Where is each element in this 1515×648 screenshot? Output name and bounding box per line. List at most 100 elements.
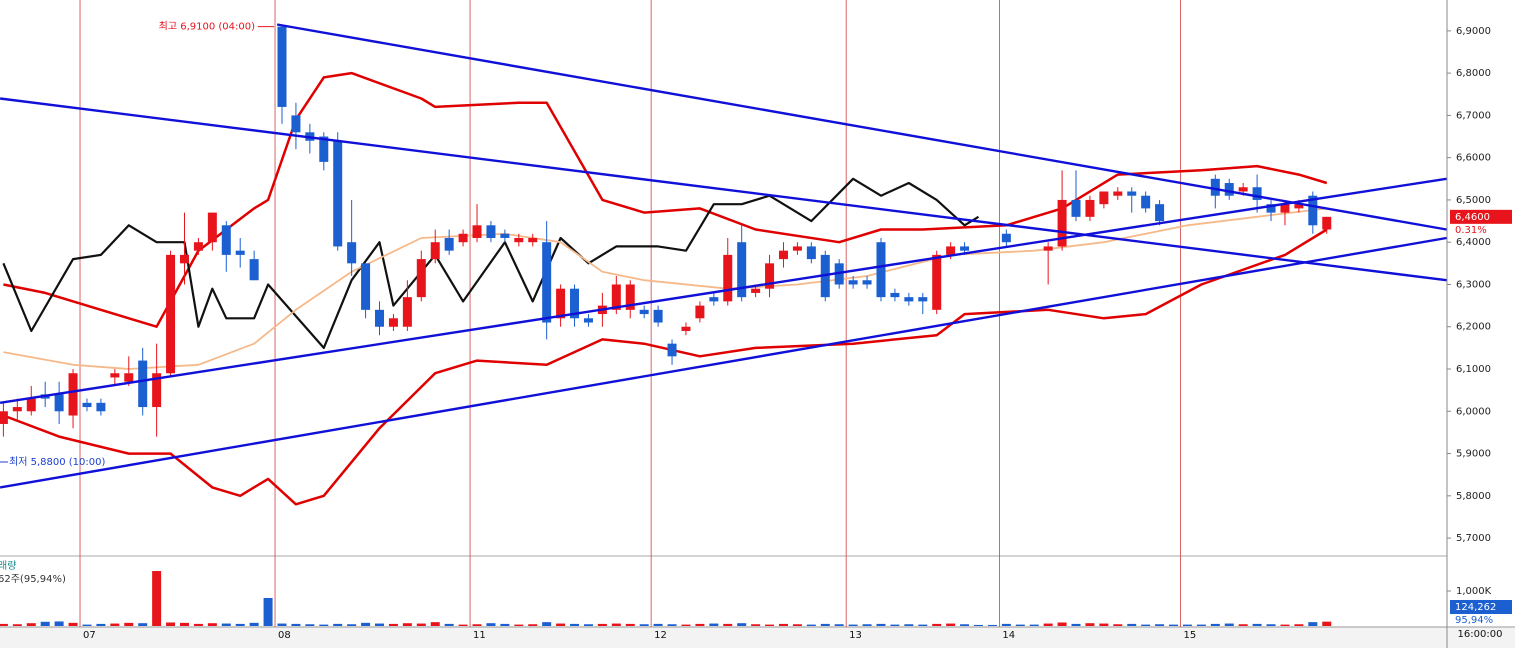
indicator-line bbox=[3, 207, 1327, 370]
x-tick-label: 08 bbox=[278, 630, 291, 641]
y-tick-label: 6,0000 bbox=[1456, 406, 1491, 417]
candle-body bbox=[207, 212, 217, 243]
candle-body bbox=[1085, 199, 1095, 217]
volume-bar bbox=[1252, 623, 1262, 626]
current-volume-label: 124,262 bbox=[1455, 602, 1496, 613]
candle-body bbox=[681, 326, 691, 331]
volume-bar bbox=[1280, 624, 1290, 626]
volume-bar bbox=[1141, 624, 1151, 626]
volume-bar bbox=[1113, 624, 1123, 626]
candle-body bbox=[472, 225, 482, 238]
candle-body bbox=[806, 246, 816, 260]
y-tick-label: 6,4000 bbox=[1456, 237, 1491, 248]
volume-bar bbox=[583, 624, 593, 626]
volume-bar bbox=[806, 624, 816, 626]
last-price-box bbox=[1450, 209, 1512, 224]
x-tick-label: 15 bbox=[1183, 630, 1196, 641]
volume-bar bbox=[820, 623, 830, 626]
volume-bar bbox=[611, 623, 621, 626]
volume-bar bbox=[0, 623, 8, 626]
volume-bar bbox=[737, 623, 747, 626]
candle-body bbox=[402, 297, 412, 327]
volume-bar bbox=[709, 623, 719, 626]
volume-bar bbox=[960, 624, 970, 626]
volume-bar bbox=[1266, 624, 1276, 626]
candle-body bbox=[570, 288, 580, 319]
volume-bar bbox=[667, 624, 677, 626]
volume-bar bbox=[1182, 624, 1192, 626]
candle-body bbox=[862, 280, 872, 285]
volume-bar bbox=[695, 623, 705, 626]
y-tick-label: 6,3000 bbox=[1456, 279, 1491, 290]
candle-body bbox=[221, 225, 231, 255]
change-label: 0.31% bbox=[1455, 225, 1487, 236]
candle-body bbox=[486, 225, 496, 238]
candle-body bbox=[625, 284, 635, 310]
candle-body bbox=[361, 263, 371, 310]
annotation-label: 최저 5,8800 (10:00) bbox=[9, 456, 105, 468]
candle-body bbox=[193, 242, 203, 251]
volume-bar bbox=[778, 623, 788, 626]
volume-bar bbox=[458, 624, 468, 626]
volume-bar bbox=[486, 623, 496, 626]
candle-body bbox=[751, 288, 761, 293]
volume-bar bbox=[375, 623, 385, 626]
candle-body bbox=[54, 394, 64, 412]
candle-body bbox=[765, 263, 775, 289]
volume-bar bbox=[904, 624, 914, 626]
volume-bar bbox=[751, 624, 761, 626]
candle-body bbox=[416, 259, 426, 298]
volume-bar bbox=[1155, 624, 1165, 626]
candle-body bbox=[848, 280, 858, 285]
time-axis-strip bbox=[0, 627, 1515, 648]
volume-tick-label: 1,000K bbox=[1456, 586, 1492, 597]
candle-body bbox=[611, 284, 621, 310]
volume-bar bbox=[166, 622, 176, 626]
volume-bar bbox=[681, 624, 691, 626]
candle-body bbox=[235, 250, 245, 255]
volume-bar bbox=[110, 623, 120, 626]
y-tick-label: 6,9000 bbox=[1456, 26, 1491, 37]
volume-bar bbox=[765, 624, 775, 626]
candle-body bbox=[918, 297, 928, 302]
candle-body bbox=[500, 233, 510, 238]
candle-body bbox=[1294, 204, 1304, 209]
candle-body bbox=[277, 26, 287, 107]
y-tick-label: 6,7000 bbox=[1456, 110, 1491, 121]
volume-bar bbox=[305, 624, 315, 626]
x-tick-label: 11 bbox=[473, 630, 486, 641]
x-tick-label: 14 bbox=[1002, 630, 1015, 641]
candle-body bbox=[639, 309, 649, 315]
volume-bar bbox=[932, 623, 942, 626]
volume-bar bbox=[570, 623, 580, 626]
volume-bar bbox=[235, 623, 245, 626]
volume-bar bbox=[96, 623, 106, 626]
candle-body bbox=[932, 254, 942, 310]
candle-body bbox=[347, 242, 357, 264]
candle-body bbox=[12, 407, 22, 412]
volume-bar bbox=[1238, 624, 1248, 626]
candle-body bbox=[388, 318, 398, 327]
volume-bar bbox=[221, 623, 231, 626]
current-volume-ratio: 95,94% bbox=[1455, 615, 1493, 626]
volume-bar bbox=[1029, 624, 1039, 626]
volume-bar bbox=[1322, 621, 1332, 626]
volume-bar bbox=[138, 623, 148, 626]
volume-bar bbox=[876, 623, 886, 626]
candle-body bbox=[1057, 199, 1067, 247]
y-tick-label: 5,8000 bbox=[1456, 491, 1491, 502]
volume-bar bbox=[862, 624, 872, 626]
volume-bar bbox=[653, 623, 663, 626]
candle-body bbox=[1113, 191, 1123, 196]
candle-body bbox=[695, 305, 705, 319]
candle-body bbox=[1155, 204, 1165, 222]
candle-body bbox=[1099, 191, 1109, 205]
candle-body bbox=[556, 288, 566, 319]
time-label: 16:00:00 bbox=[1458, 629, 1503, 640]
volume-bar bbox=[639, 624, 649, 626]
candle-body bbox=[946, 246, 956, 255]
volume-bar bbox=[291, 623, 301, 626]
candle-body bbox=[653, 309, 663, 323]
volume-bar bbox=[54, 621, 64, 626]
